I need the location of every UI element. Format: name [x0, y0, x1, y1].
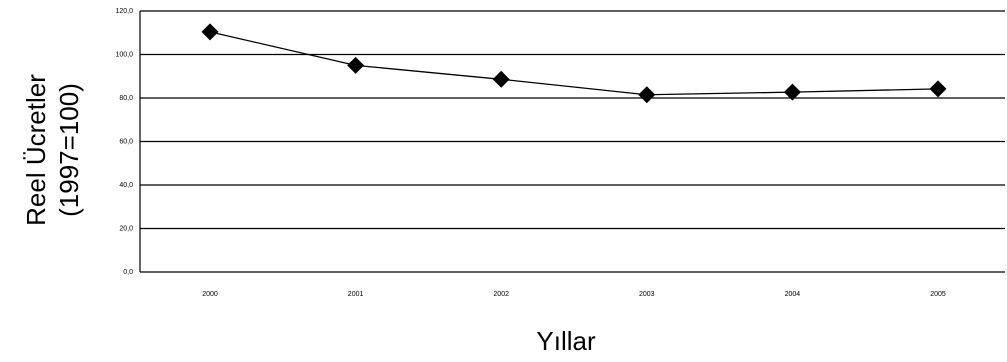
data-point-marker [347, 56, 365, 74]
y-tick-label: 80,0 [119, 95, 133, 102]
y-axis-title-2: (1997=100) [54, 83, 84, 217]
y-axis-title-line-2: (1997=100) [54, 83, 84, 217]
y-tick-label: 120,0 [115, 8, 133, 15]
data-point-marker [783, 83, 801, 101]
x-tick-label: 2000 [202, 291, 218, 298]
x-tick-label: 2005 [930, 291, 946, 298]
series-group [201, 23, 947, 104]
x-tick-label: 2002 [493, 291, 509, 298]
y-tick-labels: 0,0 20,0 40,0 60,0 80,0 100,0 120,0 [115, 8, 133, 276]
x-tick-label: 2001 [348, 291, 364, 298]
y-axis-title-line-1: Reel Ücretler [21, 74, 51, 226]
y-tick-label: 0,0 [123, 269, 133, 276]
x-axis-title: Yıllar [536, 326, 596, 356]
y-tick-label: 20,0 [119, 226, 133, 233]
y-axis-title: Reel Ücretler [21, 74, 51, 226]
y-tick-label: 60,0 [119, 139, 133, 146]
series-line [209, 31, 939, 96]
x-tick-label: 2003 [639, 291, 655, 298]
y-tick-label: 40,0 [119, 182, 133, 189]
x-tick-labels: 2000 2001 2002 2003 2004 2005 [202, 291, 946, 298]
data-point-marker [201, 23, 219, 41]
x-tick-label: 2004 [785, 291, 801, 298]
data-point-marker [638, 86, 656, 104]
y-tick-label: 100,0 [115, 52, 133, 59]
data-point-marker [492, 70, 510, 88]
gridlines [139, 10, 1005, 273]
data-point-marker [929, 80, 947, 98]
